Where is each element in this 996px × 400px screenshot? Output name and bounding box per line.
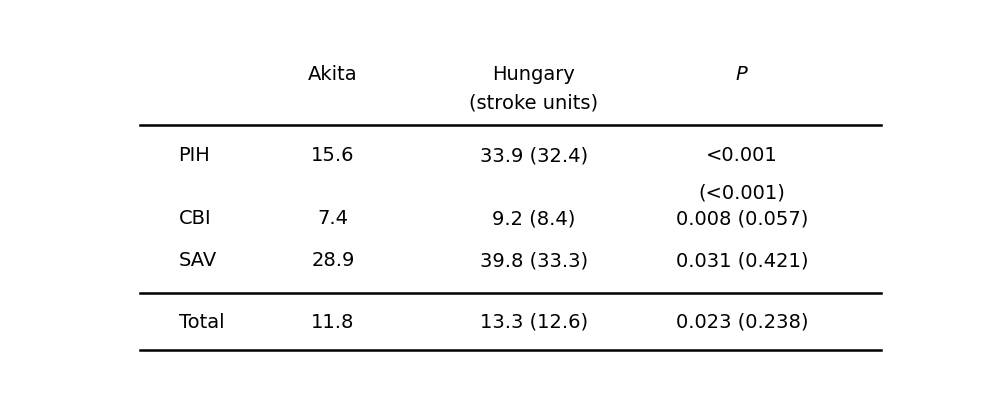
Text: Hungary: Hungary xyxy=(492,65,575,84)
Text: 39.8 (33.3): 39.8 (33.3) xyxy=(479,251,588,270)
Text: 0.023 (0.238): 0.023 (0.238) xyxy=(675,313,809,332)
Text: 33.9 (32.4): 33.9 (32.4) xyxy=(479,146,588,165)
Text: 0.031 (0.421): 0.031 (0.421) xyxy=(675,251,809,270)
Text: (<0.001): (<0.001) xyxy=(698,183,786,202)
Text: 9.2 (8.4): 9.2 (8.4) xyxy=(492,210,576,228)
Text: 13.3 (12.6): 13.3 (12.6) xyxy=(479,313,588,332)
Text: Akita: Akita xyxy=(308,65,358,84)
Text: 15.6: 15.6 xyxy=(311,146,355,165)
Text: <0.001: <0.001 xyxy=(706,146,778,165)
Text: PIH: PIH xyxy=(178,146,210,165)
Text: 11.8: 11.8 xyxy=(311,313,355,332)
Text: $\it{P}$: $\it{P}$ xyxy=(735,65,749,84)
Text: 0.008 (0.057): 0.008 (0.057) xyxy=(676,210,808,228)
Text: Total: Total xyxy=(178,313,224,332)
Text: SAV: SAV xyxy=(178,251,217,270)
Text: 7.4: 7.4 xyxy=(318,210,349,228)
Text: CBI: CBI xyxy=(178,210,211,228)
Text: (stroke units): (stroke units) xyxy=(469,94,599,113)
Text: 28.9: 28.9 xyxy=(311,251,355,270)
